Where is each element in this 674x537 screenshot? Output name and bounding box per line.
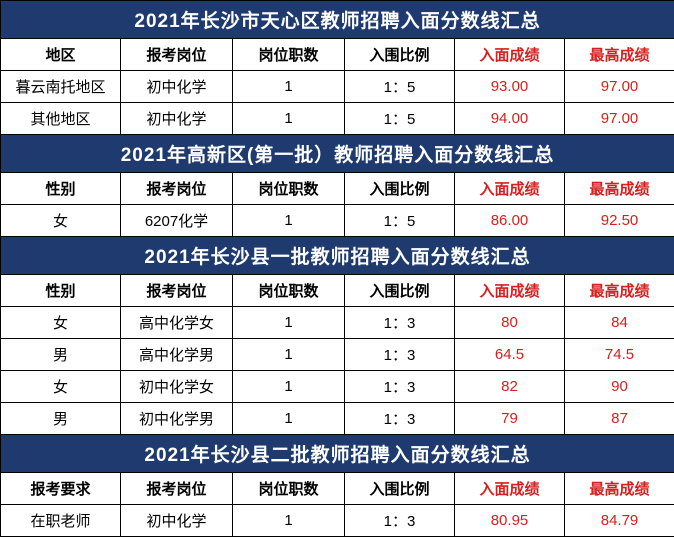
cell: 高中化学男 — [121, 339, 233, 371]
header-row: 性别 报考岗位 岗位职数 入围比例 入面成绩 最高成绩 — [1, 173, 674, 205]
data-row: 在职老师 初中化学 1 1：3 80.95 84.79 — [1, 505, 674, 537]
header-cell: 岗位职数 — [233, 173, 345, 205]
cell: 97.00 — [565, 103, 674, 135]
cell: 女 — [1, 205, 121, 237]
header-cell: 性别 — [1, 275, 121, 307]
header-cell: 报考要求 — [1, 473, 121, 505]
cell: 1 — [233, 307, 345, 339]
header-cell: 地区 — [1, 39, 121, 71]
cell: 在职老师 — [1, 505, 121, 537]
section-title-row: 2021年长沙县一批教师招聘入面分数线汇总 — [1, 237, 674, 275]
header-cell: 岗位职数 — [233, 39, 345, 71]
data-row: 男 初中化学男 1 1：3 79 87 — [1, 403, 674, 435]
header-cell: 入围比例 — [345, 173, 455, 205]
cell: 84.79 — [565, 505, 674, 537]
data-row: 女 6207化学 1 1：5 86.00 92.50 — [1, 205, 674, 237]
cell: 74.5 — [565, 339, 674, 371]
data-row: 男 高中化学男 1 1：3 64.5 74.5 — [1, 339, 674, 371]
header-cell: 岗位职数 — [233, 275, 345, 307]
cell: 97.00 — [565, 71, 674, 103]
cell: 1 — [233, 371, 345, 403]
cell: 64.5 — [455, 339, 565, 371]
cell: 1：5 — [345, 205, 455, 237]
cell: 92.50 — [565, 205, 674, 237]
table-body: 2021年长沙市天心区教师招聘入面分数线汇总 地区 报考岗位 岗位职数 入围比例… — [1, 1, 674, 537]
cell: 初中化学 — [121, 71, 233, 103]
cell: 其他地区 — [1, 103, 121, 135]
cell: 84 — [565, 307, 674, 339]
section-title: 2021年长沙市天心区教师招聘入面分数线汇总 — [1, 1, 674, 39]
cell: 男 — [1, 403, 121, 435]
header-row: 报考要求 报考岗位 岗位职数 入围比例 入面成绩 最高成绩 — [1, 473, 674, 505]
header-cell: 最高成绩 — [565, 473, 674, 505]
header-row: 性别 报考岗位 岗位职数 入围比例 入面成绩 最高成绩 — [1, 275, 674, 307]
header-cell: 报考岗位 — [121, 39, 233, 71]
header-cell: 入面成绩 — [455, 275, 565, 307]
section-title: 2021年长沙县一批教师招聘入面分数线汇总 — [1, 237, 674, 275]
cell: 1 — [233, 205, 345, 237]
cell: 82 — [455, 371, 565, 403]
cell: 1：3 — [345, 505, 455, 537]
section-title-row: 2021年高新区(第一批）教师招聘入面分数线汇总 — [1, 135, 674, 173]
cell: 1：3 — [345, 307, 455, 339]
header-cell: 最高成绩 — [565, 275, 674, 307]
cell: 1：3 — [345, 371, 455, 403]
cell: 男 — [1, 339, 121, 371]
header-row: 地区 报考岗位 岗位职数 入围比例 入面成绩 最高成绩 — [1, 39, 674, 71]
cell: 初中化学男 — [121, 403, 233, 435]
header-cell: 报考岗位 — [121, 275, 233, 307]
header-cell: 入围比例 — [345, 275, 455, 307]
header-cell: 入面成绩 — [455, 173, 565, 205]
header-cell: 入围比例 — [345, 473, 455, 505]
cell: 93.00 — [455, 71, 565, 103]
header-cell: 性别 — [1, 173, 121, 205]
section-title-row: 2021年长沙市天心区教师招聘入面分数线汇总 — [1, 1, 674, 39]
cell: 暮云南托地区 — [1, 71, 121, 103]
cell: 1：5 — [345, 103, 455, 135]
cell: 1：3 — [345, 403, 455, 435]
cell: 1：3 — [345, 339, 455, 371]
section-title-row: 2021年长沙县二批教师招聘入面分数线汇总 — [1, 435, 674, 473]
section-title: 2021年高新区(第一批）教师招聘入面分数线汇总 — [1, 135, 674, 173]
cell: 初中化学 — [121, 103, 233, 135]
header-cell: 入面成绩 — [455, 473, 565, 505]
header-cell: 报考岗位 — [121, 173, 233, 205]
cell: 1 — [233, 339, 345, 371]
data-row: 其他地区 初中化学 1 1：5 94.00 97.00 — [1, 103, 674, 135]
header-cell: 入面成绩 — [455, 39, 565, 71]
data-row: 女 初中化学女 1 1：3 82 90 — [1, 371, 674, 403]
cell: 1 — [233, 71, 345, 103]
cell: 初中化学女 — [121, 371, 233, 403]
data-row: 女 高中化学女 1 1：3 80 84 — [1, 307, 674, 339]
cell: 6207化学 — [121, 205, 233, 237]
cell: 女 — [1, 307, 121, 339]
cell: 1 — [233, 403, 345, 435]
cell: 87 — [565, 403, 674, 435]
cell: 90 — [565, 371, 674, 403]
header-cell: 最高成绩 — [565, 173, 674, 205]
score-table: 2021年长沙市天心区教师招聘入面分数线汇总 地区 报考岗位 岗位职数 入围比例… — [0, 0, 674, 537]
section-title: 2021年长沙县二批教师招聘入面分数线汇总 — [1, 435, 674, 473]
cell: 86.00 — [455, 205, 565, 237]
cell: 80 — [455, 307, 565, 339]
header-cell: 岗位职数 — [233, 473, 345, 505]
cell: 1 — [233, 505, 345, 537]
header-cell: 报考岗位 — [121, 473, 233, 505]
header-cell: 最高成绩 — [565, 39, 674, 71]
data-row: 暮云南托地区 初中化学 1 1：5 93.00 97.00 — [1, 71, 674, 103]
cell: 1：5 — [345, 71, 455, 103]
header-cell: 入围比例 — [345, 39, 455, 71]
cell: 80.95 — [455, 505, 565, 537]
cell: 初中化学 — [121, 505, 233, 537]
cell: 女 — [1, 371, 121, 403]
cell: 94.00 — [455, 103, 565, 135]
cell: 79 — [455, 403, 565, 435]
cell: 高中化学女 — [121, 307, 233, 339]
cell: 1 — [233, 103, 345, 135]
